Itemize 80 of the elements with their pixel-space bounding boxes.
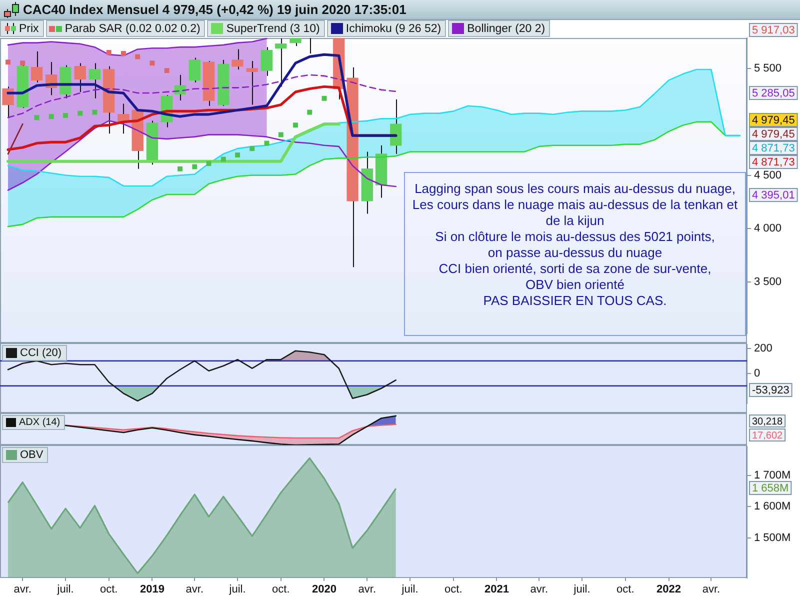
point	[78, 110, 83, 116]
point	[6, 60, 10, 65]
text: 30,218	[752, 416, 784, 428]
point	[178, 166, 183, 172]
legend-label: SuperTrend (3 10)	[226, 22, 320, 34]
point	[307, 110, 312, 115]
legend-label: Prix	[19, 22, 39, 34]
point	[135, 54, 140, 60]
candlestick	[260, 46, 273, 76]
point	[106, 50, 112, 55]
point	[150, 60, 155, 66]
candlestick	[174, 74, 186, 101]
chart-title: CAC40 Index Mensuel 4 979,45 (+0,42 %) 19 juin 2020 17:35:01	[23, 2, 406, 18]
x-tick-label: avr.	[358, 584, 376, 596]
candlestick	[74, 62, 86, 92]
text: 4 979,45	[752, 128, 795, 141]
point	[121, 51, 126, 56]
y-tick-label: 1 700M	[754, 469, 791, 482]
legend-label: Ichimoku (9 26 52)	[346, 22, 442, 34]
x-tick-label: oct.	[100, 584, 118, 596]
x-tick-label: 2020	[312, 584, 336, 596]
point	[192, 164, 198, 170]
text: 17,602	[752, 430, 784, 442]
legend-label: CCI (20)	[20, 347, 62, 359]
point	[63, 112, 68, 118]
y-tick-label: 3 500	[754, 276, 782, 288]
y-tick-label: 5 500	[754, 62, 782, 74]
x-tick-label: oct.	[616, 584, 634, 596]
candlestick	[188, 57, 200, 83]
y-tick-label: 1 500M	[754, 532, 791, 544]
point	[278, 132, 284, 138]
x-tick-label: oct.	[444, 584, 462, 596]
point	[250, 146, 255, 152]
candlestick	[232, 48, 244, 70]
legend-label: Parab SAR (0.02 0.02 0.2)	[64, 22, 200, 34]
legend-label: ADX (14)	[19, 417, 60, 428]
annotation: Lagging span sous les cours mais au-dessus du nuage, Les cours dans le nuage mais au-dessus de la tenkan et de la kijun Si on clôture le mois au-dessus des 5021 points, on passe au-dessus du nuage CCI bien orienté, sorti de sa zone de sur-vente, OBV bien orienté PAS BAISSIER EN TOUS CAS.	[404, 172, 746, 336]
x-tick-label: 2021	[484, 584, 509, 596]
text: 4 871,73	[752, 156, 795, 169]
x-tick-label: juil.	[400, 584, 418, 596]
point	[293, 122, 298, 128]
candlestick	[88, 62, 101, 99]
text: 5 917,03	[752, 24, 795, 37]
text: 5 285,05	[752, 88, 795, 100]
y-tick-label: 4 500	[754, 169, 782, 182]
point	[48, 114, 54, 119]
y-tick-label: 200	[754, 342, 772, 354]
point	[206, 161, 212, 166]
point	[235, 152, 240, 158]
candlestick	[390, 98, 402, 154]
x-tick-label: 2022	[656, 584, 682, 596]
text: -53,923	[752, 384, 790, 397]
x-tick-label: juil.	[572, 584, 590, 596]
point	[220, 156, 226, 162]
point	[34, 115, 40, 120]
text: 1 658M	[752, 482, 789, 495]
candlestick	[30, 50, 43, 83]
x-tick-label: avr.	[14, 584, 32, 596]
x-tick-label: juil.	[228, 584, 246, 596]
text: 4 395,01	[752, 190, 795, 202]
text: 4 871,73	[752, 142, 795, 155]
x-tick-label: avr.	[186, 584, 204, 596]
y-tick-label: 1 600M	[754, 500, 791, 513]
line-series	[7, 74, 397, 118]
point	[164, 68, 170, 74]
x-tick-label: oct.	[272, 584, 290, 596]
point	[322, 96, 327, 101]
x-tick-label: avr.	[530, 584, 548, 596]
candlestick	[246, 60, 258, 106]
text: 4 979,45	[752, 114, 795, 127]
y-tick-label: 4 000	[754, 222, 782, 235]
x-tick-label: juil.	[56, 584, 74, 596]
x-tick-label: avr.	[702, 584, 720, 596]
legend-label: Bollinger (20 2)	[467, 22, 546, 34]
candlestick	[2, 86, 14, 118]
legend-label: OBV	[20, 449, 44, 461]
candlestick	[275, 38, 287, 88]
point	[20, 60, 26, 66]
y-tick-label: 0	[754, 367, 760, 380]
x-tick-label: 2019	[140, 584, 164, 596]
